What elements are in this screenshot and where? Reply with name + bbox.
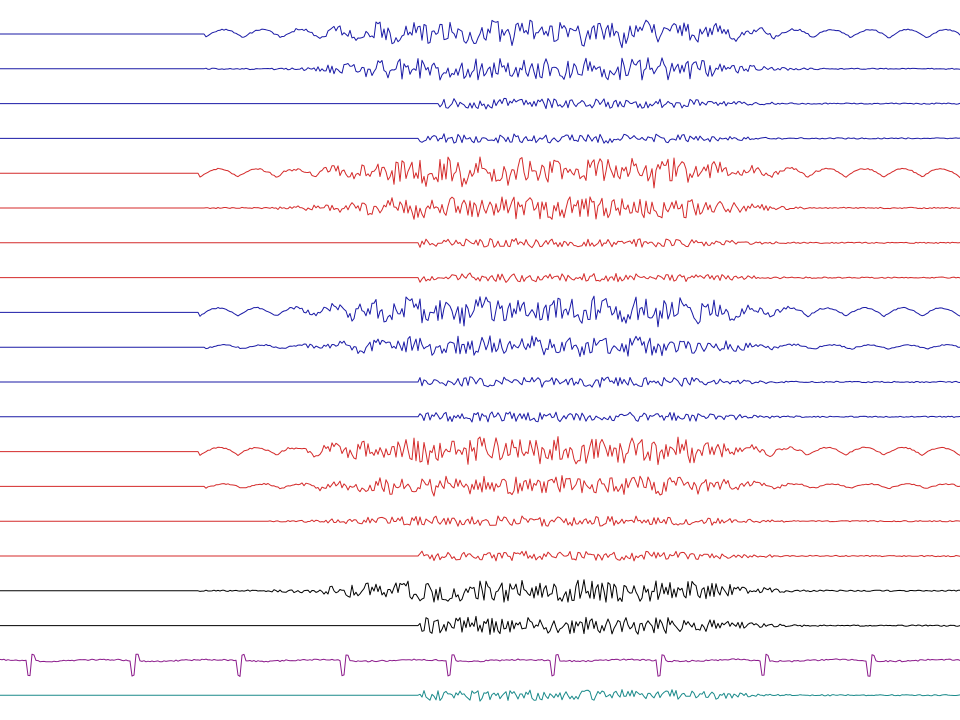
trace-line-11 bbox=[0, 376, 960, 388]
trace-line-17 bbox=[0, 579, 960, 603]
trace-line-3 bbox=[0, 97, 960, 110]
trace-line-7 bbox=[0, 237, 960, 249]
trace-line-19 bbox=[0, 653, 960, 677]
trace-line-10 bbox=[0, 335, 960, 357]
trace-line-6 bbox=[0, 196, 960, 220]
trace-group bbox=[0, 19, 960, 702]
trace-line-9 bbox=[0, 295, 960, 328]
trace-line-2 bbox=[0, 57, 960, 81]
trace-line-8 bbox=[0, 272, 960, 283]
trace-line-15 bbox=[0, 515, 960, 527]
trace-line-1 bbox=[0, 19, 960, 49]
trace-line-13 bbox=[0, 436, 960, 466]
trace-line-16 bbox=[0, 550, 960, 562]
trace-line-14 bbox=[0, 475, 960, 497]
trace-line-18 bbox=[0, 615, 960, 635]
trace-line-20 bbox=[0, 689, 960, 702]
trace-line-12 bbox=[0, 411, 960, 423]
trace-line-5 bbox=[0, 156, 960, 189]
trace-line-4 bbox=[0, 133, 960, 144]
